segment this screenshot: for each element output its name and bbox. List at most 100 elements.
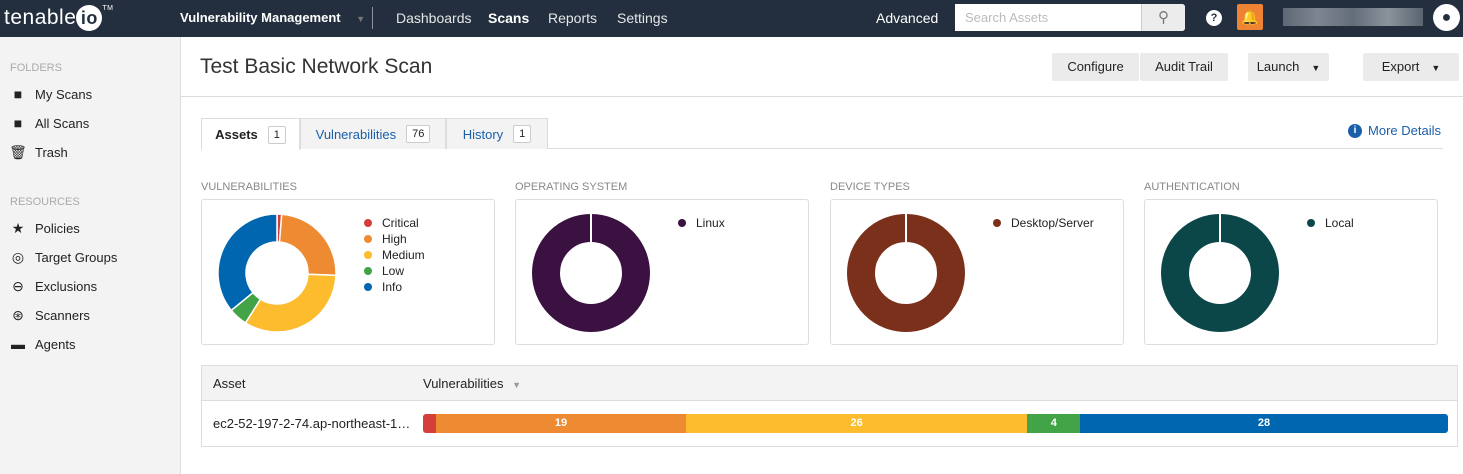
count-badge: 76 [406, 125, 431, 143]
nav-scans[interactable]: Scans [488, 10, 530, 26]
configure-button[interactable]: Configure [1052, 53, 1139, 81]
legend-item[interactable]: Low [364, 263, 425, 279]
export-button[interactable]: Export ▼ [1363, 53, 1459, 81]
legend-item[interactable]: Desktop/Server [993, 215, 1094, 231]
folders-heading: FOLDERS [10, 62, 62, 74]
vulnerability-bar[interactable]: 19 26 4 28 [423, 414, 1448, 433]
legend-dot [1307, 219, 1315, 227]
bar-segment-high[interactable]: 19 [436, 414, 686, 433]
sidebar-item-label: Exclusions [35, 279, 98, 294]
donut-card: Local [1144, 199, 1438, 345]
shield-icon: ★ [11, 220, 25, 236]
bar-segment-medium[interactable]: 26 [685, 414, 1028, 433]
table-row[interactable]: ec2-52-197-2-74.ap-northeast-1.compute.a… [202, 401, 1457, 447]
advanced-search-link[interactable]: Advanced [876, 10, 939, 26]
table-header: Asset Vulnerabilities ▼ [202, 366, 1457, 401]
asset-name[interactable]: ec2-52-197-2-74.ap-northeast-1.compute.a… [213, 416, 413, 431]
divider [372, 7, 373, 29]
divider [181, 96, 1463, 97]
avatar[interactable]: ● [1433, 4, 1460, 31]
chart-label: OPERATING SYSTEM [515, 181, 628, 193]
resources-heading: RESOURCES [10, 196, 80, 208]
chart-label: AUTHENTICATION [1144, 181, 1240, 193]
tenable-logo[interactable]: tenable io TM [4, 5, 114, 31]
sidebar-item-exclusions[interactable]: ⊖ Exclusions [8, 278, 97, 295]
nav-reports[interactable]: Reports [548, 10, 598, 26]
legend-item[interactable]: Linux [678, 215, 725, 231]
column-vulnerabilities[interactable]: Vulnerabilities ▼ [423, 376, 521, 391]
column-asset[interactable]: Asset [213, 376, 246, 391]
legend-item[interactable]: Critical [364, 215, 425, 231]
tab-vulnerabilities[interactable]: Vulnerabilities 76 [300, 118, 446, 149]
sort-caret-icon: ▼ [512, 380, 521, 390]
help-icon[interactable]: ? [1206, 10, 1222, 26]
chart-legend: Local [1307, 215, 1354, 231]
donut-chart [217, 213, 337, 333]
more-details-link[interactable]: i More Details [1348, 123, 1441, 138]
sidebar-item-agents[interactable]: ▬ Agents [8, 336, 75, 352]
user-icon: ● [1441, 9, 1452, 26]
sidebar-item-all-scans[interactable]: ■ All Scans [8, 115, 89, 131]
nav-dashboards[interactable]: Dashboards [396, 10, 472, 26]
sidebar-item-policies[interactable]: ★ Policies [8, 220, 80, 237]
sidebar-item-trash[interactable]: 🗑 Trash [8, 144, 68, 161]
sidebar-item-scanners[interactable]: ⊛ Scanners [8, 307, 90, 324]
radar-icon: ⊛ [12, 307, 24, 323]
target-icon: ◎ [11, 249, 25, 265]
legend-item[interactable]: Info [364, 279, 425, 295]
legend-dot [364, 219, 372, 227]
search-icon: ⚲ [1158, 9, 1169, 26]
legend-dot [364, 251, 372, 259]
search-input[interactable] [955, 4, 1140, 31]
trash-icon: 🗑 [9, 144, 27, 160]
legend-item[interactable]: High [364, 231, 425, 247]
legend-dot [364, 283, 372, 291]
page-title: Test Basic Network Scan [200, 55, 433, 78]
product-switcher[interactable]: Vulnerability Management ▼ [180, 10, 366, 25]
notifications-button[interactable]: 🔔 [1237, 4, 1263, 30]
donut-chart [532, 212, 650, 332]
sidebar-item-label: All Scans [35, 115, 90, 131]
monitor-pulse-icon: ▬ [11, 336, 25, 352]
legend-dot [678, 219, 686, 227]
top-bar: tenable io TM Vulnerability Management ▼ D… [0, 0, 1463, 37]
search-box: ⚲ [955, 4, 1185, 31]
bar-segment-info[interactable]: 28 [1080, 414, 1448, 433]
folder-icon: ■ [13, 86, 23, 102]
minus-circle-icon: ⊖ [12, 278, 24, 294]
sidebar-item-target-groups[interactable]: ◎ Target Groups [8, 249, 117, 266]
bar-segment-critical[interactable] [423, 414, 437, 433]
chart-legend: Linux [678, 215, 725, 231]
tab-history[interactable]: History 1 [446, 118, 548, 149]
sidebar-item-label: Trash [35, 145, 68, 160]
info-icon: i [1348, 123, 1363, 138]
sidebar-item-label: Scanners [35, 308, 90, 323]
sidebar-item-label: Agents [35, 336, 76, 352]
nav-settings[interactable]: Settings [617, 10, 668, 26]
folder-icon: ■ [13, 115, 23, 131]
donut-card: Critical High Medium Low Info [201, 199, 495, 345]
audit-trail-button[interactable]: Audit Trail [1140, 53, 1228, 81]
caret-down-icon: ▼ [1311, 63, 1321, 73]
legend-item[interactable]: Medium [364, 247, 425, 263]
legend-item[interactable]: Local [1307, 215, 1354, 231]
tab-assets[interactable]: Assets 1 [201, 118, 300, 150]
caret-down-icon: ▼ [1431, 63, 1441, 73]
count-badge: 1 [267, 125, 286, 144]
donut-slice-high [278, 213, 337, 277]
search-button[interactable]: ⚲ [1141, 4, 1185, 31]
donut-chart [847, 212, 965, 332]
tab-bar: Assets 1 Vulnerabilities 76 History 1 [201, 118, 1443, 150]
bar-segment-low[interactable]: 4 [1027, 414, 1081, 433]
donut-card: Desktop/Server [830, 199, 1124, 345]
sidebar-item-my-scans[interactable]: ■ My Scans [8, 86, 92, 102]
user-name-redacted[interactable] [1283, 8, 1423, 26]
chart-label: DEVICE TYPES [830, 181, 910, 193]
launch-button[interactable]: Launch ▼ [1248, 53, 1329, 81]
chart-legend: Critical High Medium Low Info [364, 215, 425, 295]
sidebar-item-label: Policies [35, 221, 80, 236]
donut-chart [1161, 212, 1279, 332]
assets-table: Asset Vulnerabilities ▼ ec2-52-197-2-74.… [201, 365, 1458, 447]
sidebar: FOLDERS ■ My Scans ■ All Scans 🗑 Trash RESO… [0, 37, 181, 474]
donut-slice-info [217, 213, 278, 312]
